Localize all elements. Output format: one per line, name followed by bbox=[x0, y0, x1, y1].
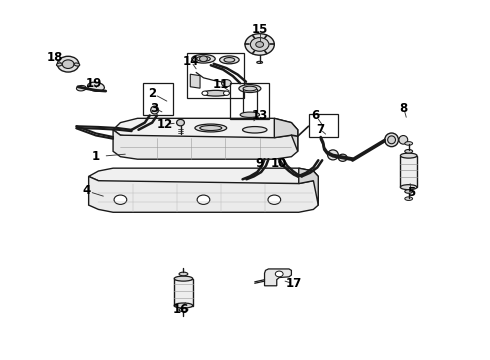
Text: 7: 7 bbox=[317, 123, 325, 136]
Circle shape bbox=[197, 195, 210, 204]
Ellipse shape bbox=[328, 150, 338, 160]
Ellipse shape bbox=[243, 127, 267, 133]
Ellipse shape bbox=[202, 90, 229, 96]
Text: 18: 18 bbox=[46, 51, 63, 64]
Text: 16: 16 bbox=[172, 303, 189, 316]
Ellipse shape bbox=[56, 63, 62, 66]
Bar bbox=[174, 279, 193, 306]
Polygon shape bbox=[299, 168, 318, 205]
Polygon shape bbox=[265, 269, 292, 286]
Text: 19: 19 bbox=[85, 77, 102, 90]
Ellipse shape bbox=[239, 85, 261, 93]
Ellipse shape bbox=[220, 56, 239, 64]
Ellipse shape bbox=[224, 58, 235, 62]
Ellipse shape bbox=[200, 126, 222, 131]
Text: 8: 8 bbox=[400, 102, 408, 115]
Text: 17: 17 bbox=[286, 278, 302, 291]
Circle shape bbox=[268, 195, 281, 204]
Polygon shape bbox=[113, 130, 298, 159]
Circle shape bbox=[199, 56, 207, 62]
Ellipse shape bbox=[151, 106, 159, 114]
Ellipse shape bbox=[196, 56, 210, 61]
Circle shape bbox=[275, 271, 283, 277]
Ellipse shape bbox=[240, 112, 260, 117]
Ellipse shape bbox=[179, 308, 188, 312]
Text: 1: 1 bbox=[92, 150, 100, 163]
Ellipse shape bbox=[195, 124, 227, 132]
Circle shape bbox=[114, 195, 127, 204]
Circle shape bbox=[57, 56, 79, 72]
Circle shape bbox=[250, 38, 269, 51]
Polygon shape bbox=[89, 168, 318, 184]
Text: 2: 2 bbox=[148, 87, 156, 100]
Ellipse shape bbox=[385, 133, 398, 147]
Polygon shape bbox=[274, 118, 298, 151]
Bar bbox=[187, 53, 244, 98]
Ellipse shape bbox=[405, 149, 413, 153]
Ellipse shape bbox=[74, 63, 80, 66]
Text: 5: 5 bbox=[407, 186, 415, 199]
Circle shape bbox=[202, 91, 208, 95]
Ellipse shape bbox=[174, 303, 193, 308]
Text: 11: 11 bbox=[213, 78, 229, 91]
Bar bbox=[400, 156, 417, 187]
Circle shape bbox=[256, 41, 264, 47]
Circle shape bbox=[62, 60, 74, 68]
Ellipse shape bbox=[388, 136, 395, 144]
Circle shape bbox=[221, 80, 231, 87]
Text: 4: 4 bbox=[82, 184, 90, 197]
Text: 15: 15 bbox=[251, 23, 268, 36]
Circle shape bbox=[223, 91, 229, 95]
Polygon shape bbox=[190, 74, 200, 88]
Polygon shape bbox=[89, 176, 318, 212]
Ellipse shape bbox=[174, 276, 193, 281]
Ellipse shape bbox=[257, 61, 263, 63]
Text: 9: 9 bbox=[255, 157, 264, 170]
Ellipse shape bbox=[88, 82, 104, 91]
Text: 12: 12 bbox=[156, 118, 172, 131]
Text: 13: 13 bbox=[251, 109, 268, 122]
Bar bbox=[230, 83, 270, 119]
Ellipse shape bbox=[405, 197, 413, 201]
Ellipse shape bbox=[405, 190, 413, 193]
Ellipse shape bbox=[399, 135, 408, 144]
Circle shape bbox=[245, 34, 274, 55]
Bar bbox=[309, 114, 338, 137]
Bar bbox=[144, 83, 172, 116]
Ellipse shape bbox=[400, 185, 417, 190]
Ellipse shape bbox=[192, 54, 215, 63]
Ellipse shape bbox=[338, 154, 347, 161]
Text: 10: 10 bbox=[271, 157, 287, 170]
Ellipse shape bbox=[176, 120, 184, 126]
Text: 6: 6 bbox=[312, 109, 320, 122]
Polygon shape bbox=[113, 118, 298, 138]
Ellipse shape bbox=[243, 86, 257, 91]
Text: 3: 3 bbox=[150, 102, 159, 115]
Ellipse shape bbox=[400, 153, 417, 158]
Ellipse shape bbox=[405, 141, 413, 145]
Ellipse shape bbox=[76, 85, 86, 91]
Ellipse shape bbox=[179, 272, 188, 276]
Text: 14: 14 bbox=[183, 55, 199, 68]
